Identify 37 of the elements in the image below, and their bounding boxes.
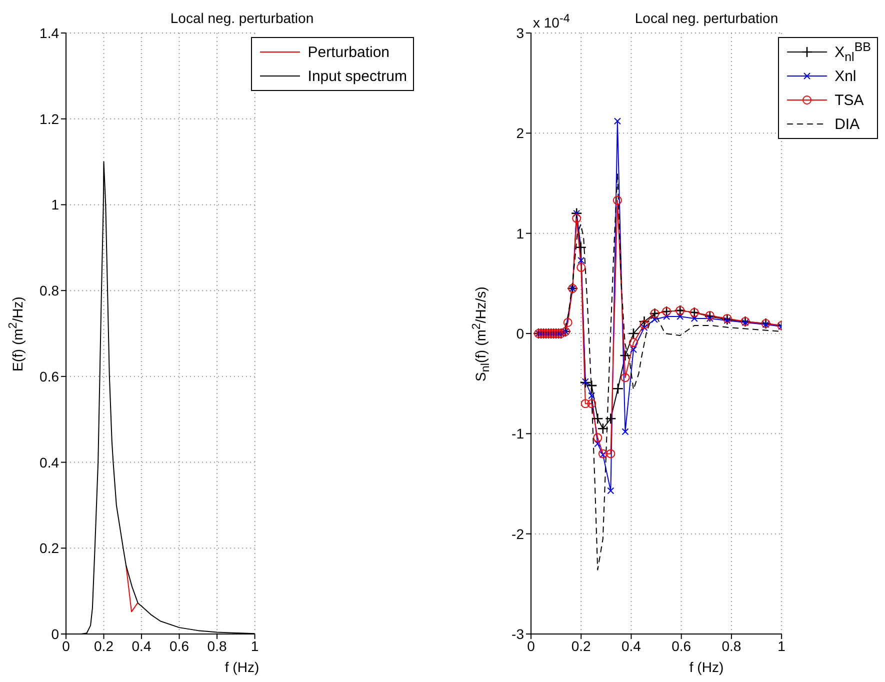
y-tick-label: 1.2	[40, 110, 60, 127]
legend-label: Perturbation	[308, 44, 390, 60]
x-tick-label: 0.6	[672, 638, 692, 654]
x-tick-label: 1	[778, 638, 786, 654]
legend-label: TSA	[834, 92, 864, 108]
x-tick-label: 1	[250, 638, 259, 654]
y-tick-label: 0	[51, 626, 60, 642]
x-tick-label: 0.6	[170, 638, 190, 654]
x-tick-label: 0	[62, 638, 70, 654]
y-tick-label: 0.8	[40, 282, 60, 299]
chart-title: Local neg. perturbation	[169, 10, 315, 26]
x-axis-title: f (Hz)	[689, 659, 724, 675]
x-axis-title: f (Hz)	[224, 659, 260, 675]
x-tick-label: 0.2	[94, 638, 114, 654]
x-tick-label: 0.8	[722, 638, 742, 654]
x-tick-label: 0.2	[571, 638, 592, 654]
x-tick-label: 0.4	[621, 638, 642, 654]
x-tick-label: 0	[527, 638, 536, 654]
y-tick-label: -3	[512, 626, 524, 642]
y-tick-label: -1	[512, 426, 524, 442]
y-tick-label: 1.4	[40, 24, 60, 41]
y-tick-label: 0.2	[40, 540, 60, 556]
y-tick-label: 0.4	[40, 454, 60, 470]
y-tick-label: 3	[516, 24, 524, 41]
chart-title: Local neg. perturbation	[634, 10, 778, 26]
text: x 10$^{-4}$	[533, 12, 570, 31]
x-tick-label: 0.4	[132, 638, 152, 654]
legend-label: Input spectrum	[308, 68, 407, 84]
y-tick-label: 1	[516, 225, 524, 242]
y-tick-label: 0	[516, 325, 524, 342]
y-tick-label: 2	[516, 125, 524, 142]
y-tick-label: -2	[512, 526, 524, 542]
legend-label: DIA	[834, 116, 860, 132]
x-tick-label: 0.8	[207, 638, 227, 654]
y-tick-label: 1	[51, 196, 60, 213]
legend-label: Xnl	[834, 68, 856, 84]
y-tick-label: 0.6	[40, 368, 60, 384]
